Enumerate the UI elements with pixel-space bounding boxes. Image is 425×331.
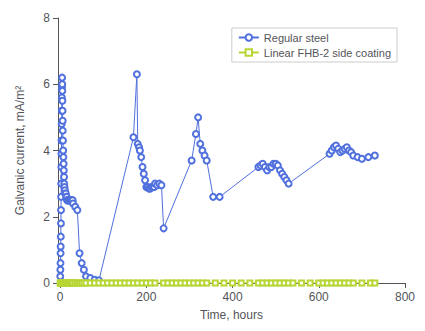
svg-text:600: 600 [309, 290, 329, 304]
svg-text:Time, hours: Time, hours [200, 308, 263, 322]
svg-text:0: 0 [43, 276, 50, 290]
svg-text:200: 200 [136, 290, 156, 304]
svg-text:Galvanic current, mA/m²: Galvanic current, mA/m² [13, 86, 27, 215]
svg-text:6: 6 [43, 77, 50, 91]
svg-text:8: 8 [43, 11, 50, 25]
svg-text:2: 2 [43, 210, 50, 224]
svg-text:4: 4 [43, 144, 50, 158]
svg-text:800: 800 [395, 290, 415, 304]
svg-text:400: 400 [223, 290, 243, 304]
svg-text:0: 0 [57, 290, 64, 304]
svg-text:Linear FHB-2 side coating: Linear FHB-2 side coating [264, 47, 391, 59]
svg-text:Regular steel: Regular steel [264, 32, 329, 44]
